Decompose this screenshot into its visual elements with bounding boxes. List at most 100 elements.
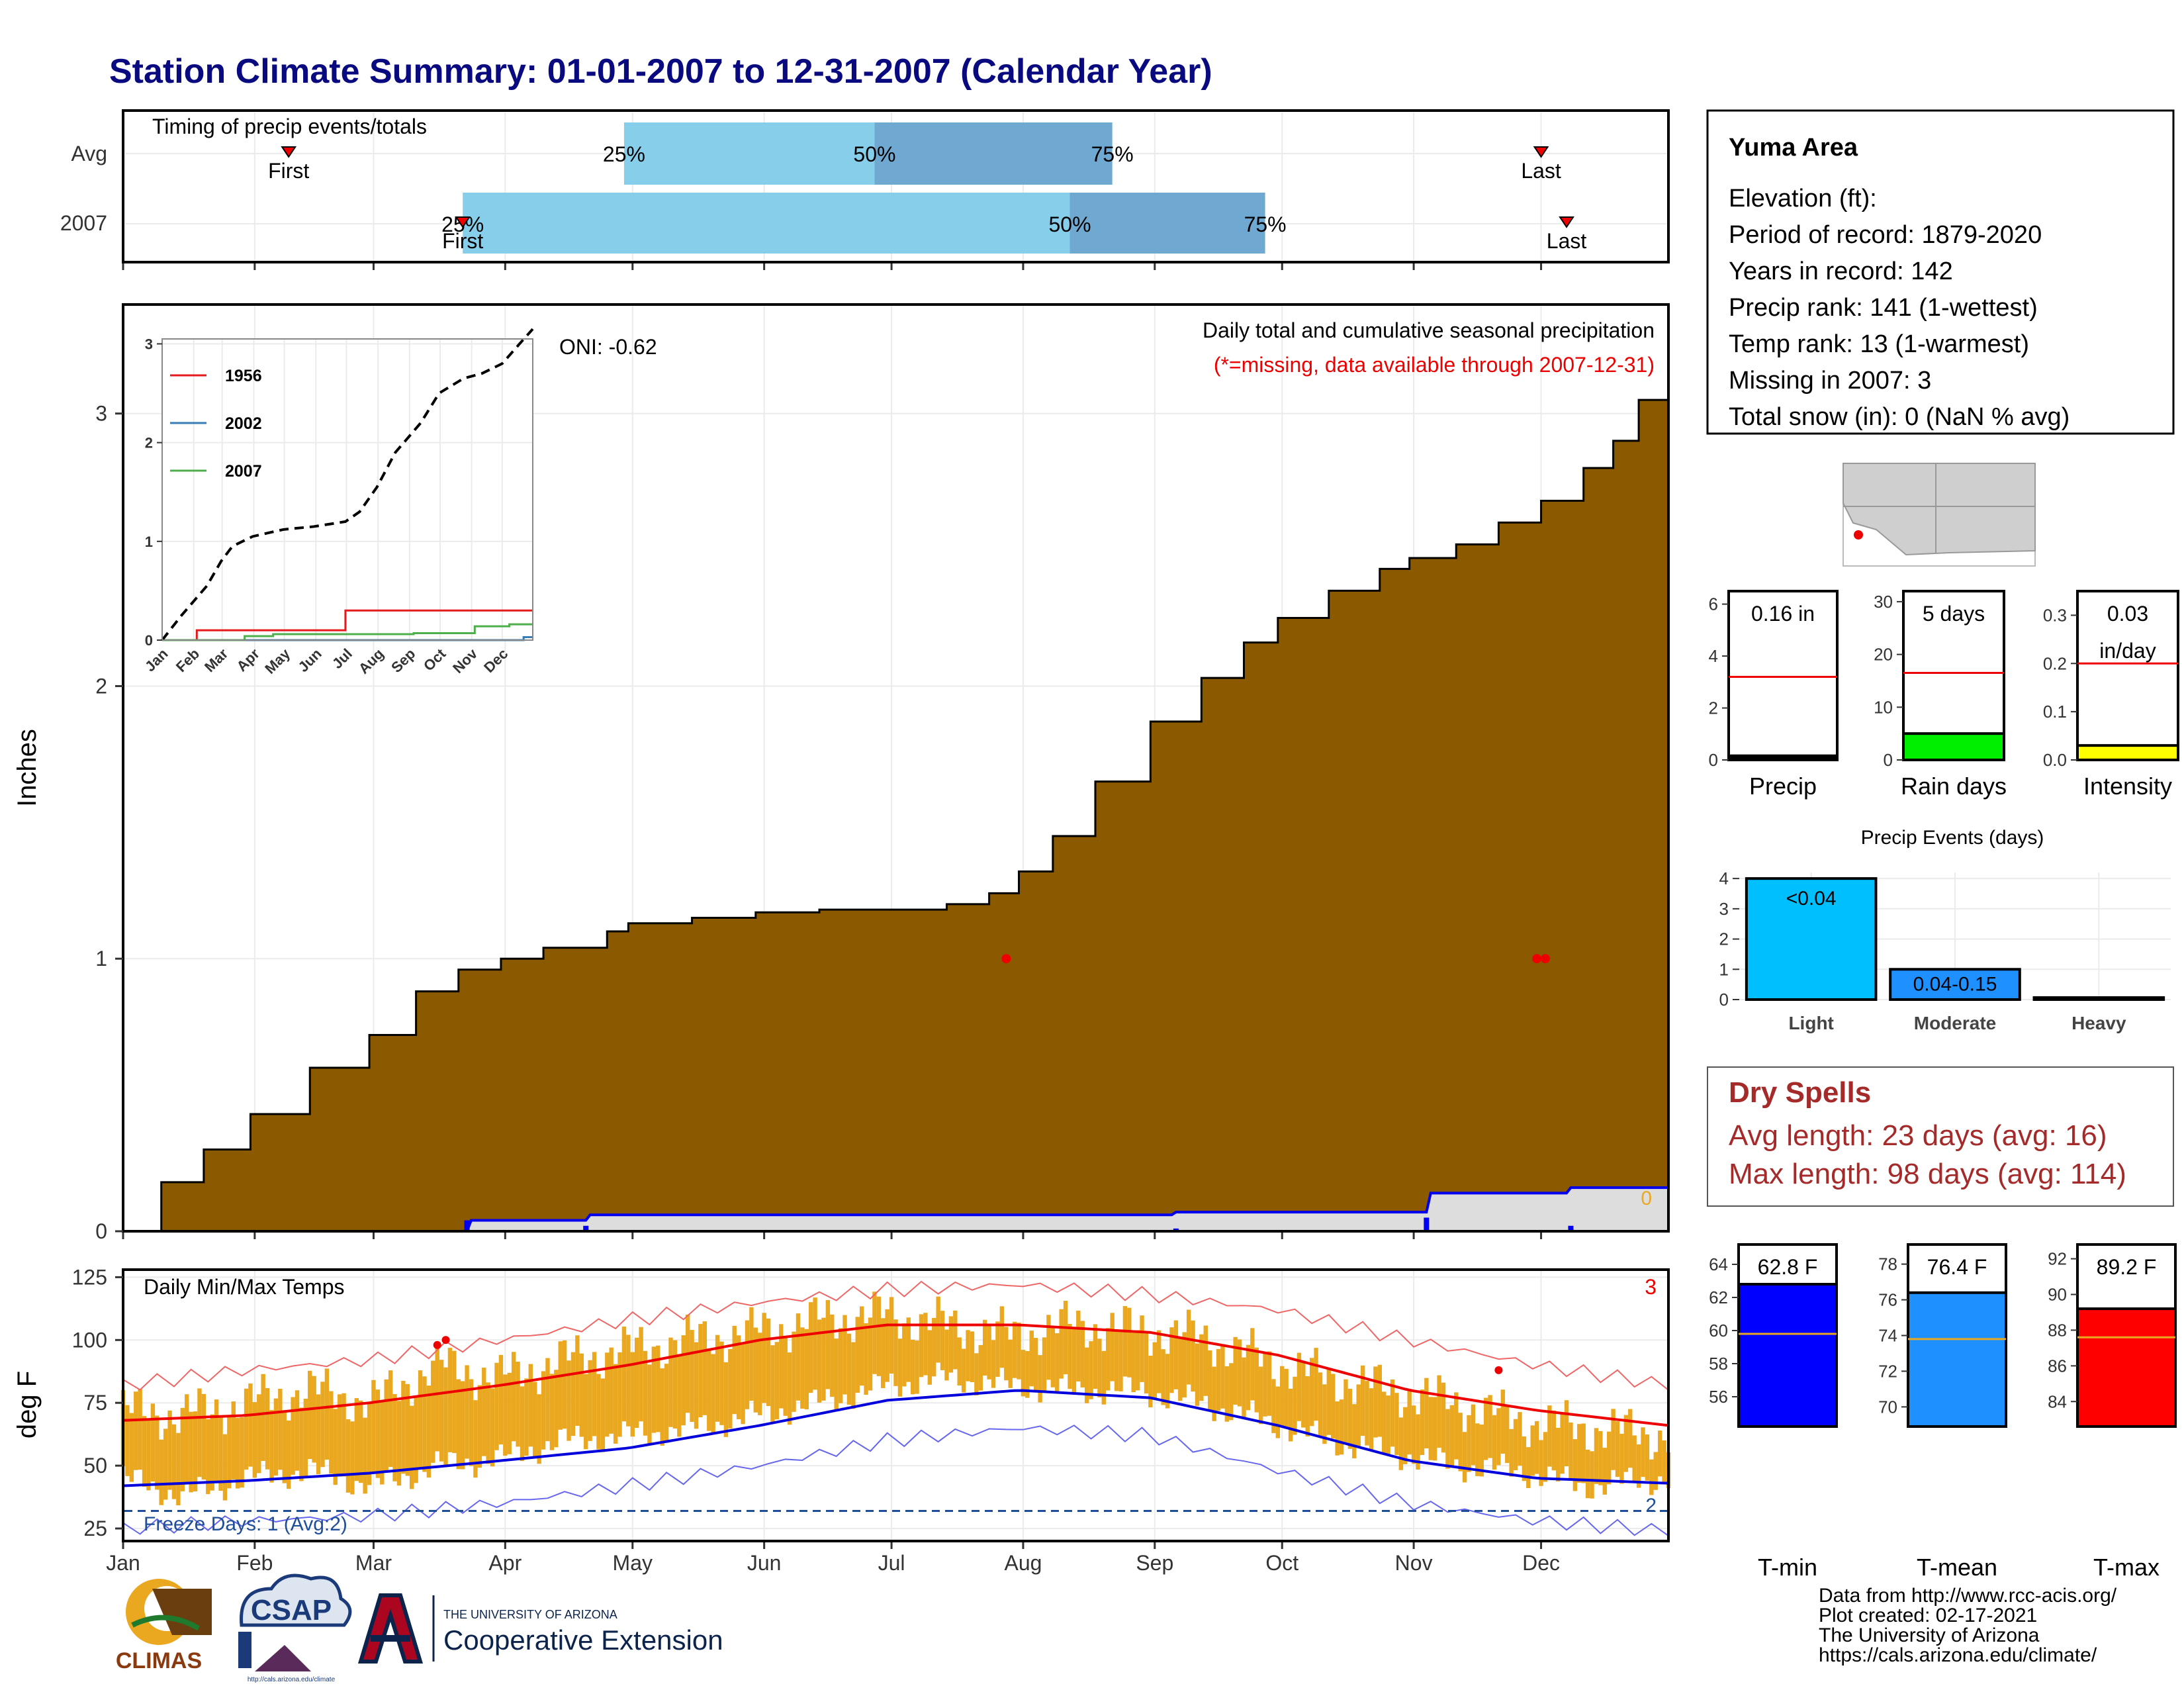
daily-temp-bar: [1068, 1323, 1072, 1389]
daily-temp-bar: [1089, 1341, 1093, 1399]
daily-temp-bar: [1623, 1415, 1629, 1472]
daily-temp-bar: [1518, 1412, 1522, 1466]
daily-temp-bar: [1305, 1376, 1310, 1436]
daily-temp-bar: [469, 1379, 474, 1466]
daily-temp-bar: [558, 1341, 563, 1430]
daily-temp-bar: [1411, 1405, 1416, 1464]
daily-temp-bar: [1122, 1306, 1128, 1377]
daily-temp-bar: [1513, 1419, 1518, 1470]
month-label: Jan: [106, 1551, 140, 1575]
daily-temp-bar: [940, 1311, 945, 1370]
daily-temp-bar: [719, 1341, 724, 1425]
daily-temp-bar: [435, 1341, 439, 1452]
daily-temp-bar: [252, 1402, 257, 1478]
precip-gauge-frame: [1727, 590, 1839, 761]
daily-temp-bar: [1352, 1404, 1357, 1459]
zero-missing-label: 0: [1641, 1188, 1652, 1209]
inset-series-avg: [161, 328, 534, 641]
daily-temp-bar: [422, 1376, 427, 1472]
daily-temp-bar: [1585, 1449, 1590, 1499]
daily-temp-bar: [1398, 1417, 1404, 1470]
daily-temp-bar: [792, 1331, 796, 1412]
inset-legend-label-2002: 2002: [225, 414, 262, 433]
daily-temp-bar: [1008, 1339, 1013, 1388]
daily-temp-bar: [278, 1388, 283, 1470]
dry-spells-box: Dry Spells Avg length: 23 days (avg: 16)…: [1707, 1066, 2174, 1207]
daily-temp-bar: [1097, 1338, 1102, 1397]
daily-temp-bar: [206, 1419, 210, 1495]
temp-gauges: 56 58 60 62 64 62.8 F T-min 70 72 74 76 78 76.4 F T-m…: [1709, 1243, 2177, 1581]
events-bar-moderate: [1889, 968, 2021, 1002]
daily-temp-bar: [1403, 1407, 1408, 1464]
daily-temp-bar: [1505, 1405, 1510, 1464]
csap-logo-text: CSAP: [251, 1594, 332, 1626]
daily-temp-bar: [991, 1340, 996, 1388]
missing-temp-marker: [1494, 1366, 1503, 1374]
daily-temp-bar: [630, 1352, 635, 1437]
footer-line-url: https://cals.arizona.edu/climate/: [1819, 1644, 2097, 1666]
daily-temp-bar: [906, 1317, 911, 1382]
daily-temp-bar: [1522, 1436, 1527, 1481]
daily-temp-bar: [410, 1405, 414, 1489]
daily-temp-bar: [1619, 1433, 1624, 1484]
daily-temp-bar: [426, 1385, 432, 1478]
daily-temp-bar: [741, 1344, 745, 1425]
daily-temp-bar: [745, 1320, 750, 1409]
daily-temp-bar: [1602, 1448, 1607, 1495]
daily-temp-bar: [927, 1330, 933, 1385]
daily-temp-bar: [919, 1314, 924, 1378]
month-label: Dec: [1522, 1551, 1560, 1575]
daily-temp-bar: [159, 1439, 163, 1505]
daily-temp-bar: [948, 1316, 954, 1373]
daily-temp-bar: [1199, 1334, 1204, 1401]
daily-temp-bar: [486, 1382, 490, 1464]
daily-temp-bar: [129, 1413, 134, 1482]
daily-temp-bar: [1254, 1347, 1259, 1413]
avg-max-line: [122, 1323, 1669, 1427]
precip-gauge-y-tick-label: 4: [1709, 646, 1718, 666]
daily-temp-bar: [817, 1319, 822, 1403]
daily-temp-bar: [222, 1434, 228, 1501]
daily-temp-bar: [1416, 1414, 1420, 1470]
daily-temp-bar: [1467, 1415, 1471, 1472]
daily-temp-bar: [193, 1411, 198, 1491]
daily-temp-bar: [520, 1386, 525, 1462]
daily-temp-bar: [312, 1376, 316, 1463]
dry-spells-max: Max length: 98 days (avg: 114): [1729, 1158, 2126, 1190]
daily-temp-bar: [1500, 1389, 1506, 1454]
precip-gauge-y-tick-label: 2: [1709, 698, 1718, 718]
daily-temp-bar: [1293, 1376, 1297, 1435]
daily-temp-bar: [897, 1338, 903, 1397]
missing-day-marker: [1540, 954, 1550, 964]
daily-temp-bar: [855, 1317, 860, 1393]
daily-temp-bar: [554, 1370, 559, 1448]
daily-temp-bar: [367, 1402, 372, 1485]
tmax-gauge-y-tick-label: 88: [2048, 1320, 2067, 1340]
daily-temp-bar: [375, 1389, 381, 1478]
daily-temp-bar: [1590, 1451, 1594, 1499]
daily-temp-bar: [291, 1397, 295, 1475]
month-label: Sep: [1136, 1551, 1173, 1575]
timing-pct-label-2007: 75%: [1244, 212, 1287, 236]
locator-map: [1843, 463, 2036, 567]
daily-temp-bar: [1017, 1323, 1021, 1380]
daily-temp-bar: [1365, 1381, 1369, 1446]
daily-temp-bar: [749, 1307, 754, 1401]
daily-temp-bar: [303, 1398, 308, 1476]
daily-temp-bar: [1288, 1388, 1293, 1442]
temp-y-tick-label: 75: [83, 1391, 107, 1415]
daily-temp-bar: [265, 1387, 270, 1470]
daily-temp-bar: [983, 1319, 987, 1376]
timing-pct-label-avg: 75%: [1091, 142, 1134, 166]
daily-temp-bar: [592, 1352, 597, 1436]
daily-temp-bar: [1615, 1421, 1620, 1477]
temp-y-tick-label: 50: [83, 1454, 107, 1477]
daily-temp-bar: [354, 1398, 359, 1481]
daily-temp-bar: [1534, 1421, 1539, 1474]
daily-temp-bar: [1246, 1344, 1251, 1411]
daily-temp-bar: [1025, 1351, 1030, 1398]
daily-temp-bar: [392, 1393, 397, 1481]
daily-temp-bar: [609, 1347, 614, 1434]
daily-temp-bar: [1063, 1301, 1068, 1375]
